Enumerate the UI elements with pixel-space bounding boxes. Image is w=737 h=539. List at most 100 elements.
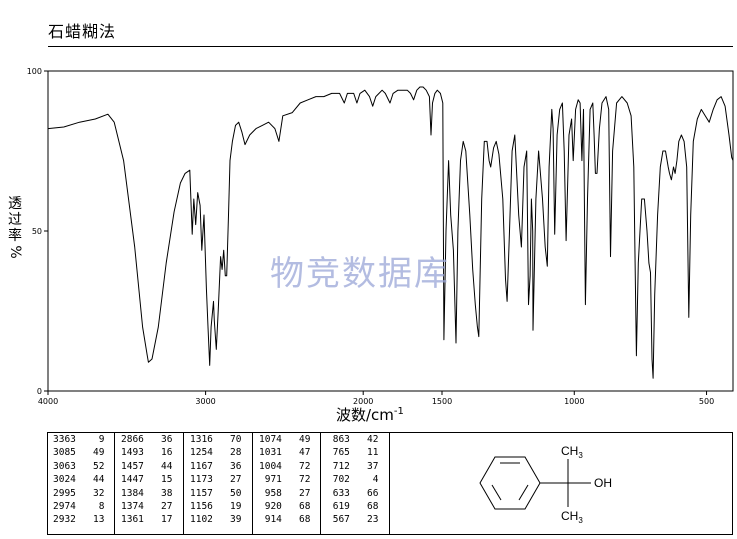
x-tick-label: 3000 bbox=[195, 397, 215, 406]
peak-transmittance: 9 bbox=[75, 434, 105, 445]
methyl-top-label: CH3 bbox=[561, 444, 583, 460]
title-divider bbox=[48, 46, 733, 47]
peak-table-row: 1447 15 bbox=[121, 474, 173, 487]
peak-wavenumber: 1254 bbox=[190, 447, 213, 459]
peak-wavenumber: 863 bbox=[327, 434, 350, 445]
peak-table-row: 3024 44 bbox=[53, 474, 105, 487]
x-tick-label: 500 bbox=[699, 397, 714, 406]
y-axis-label-char: 率 bbox=[8, 228, 22, 244]
y-tick-label: 0 bbox=[37, 387, 42, 396]
peak-table-row: 1316 70 bbox=[190, 434, 242, 447]
y-axis-label-char: % bbox=[7, 245, 23, 259]
peak-table-row: 2866 36 bbox=[121, 434, 173, 447]
peak-wavenumber: 1457 bbox=[121, 460, 144, 472]
x-tick-label: 1000 bbox=[564, 397, 584, 406]
peak-wavenumber: 958 bbox=[259, 487, 282, 499]
peak-transmittance: 8 bbox=[75, 501, 105, 512]
peak-table-row: 1156 19 bbox=[190, 501, 242, 514]
peak-table-row: 1254 28 bbox=[190, 447, 242, 460]
peak-table-row: 1157 50 bbox=[190, 488, 242, 501]
peak-table-column bbox=[47, 432, 115, 535]
peak-transmittance: 15 bbox=[143, 474, 173, 486]
peak-transmittance: 39 bbox=[212, 514, 242, 526]
x-tick-label: 4000 bbox=[38, 397, 58, 406]
peak-transmittance: 16 bbox=[143, 447, 173, 459]
peak-transmittance: 27 bbox=[281, 487, 311, 499]
peak-table-column bbox=[184, 432, 253, 535]
ir-spectrum-chart: 0 50 100 4000 3000 2000 1500 1000 500 bbox=[27, 67, 734, 406]
peak-wavenumber: 3063 bbox=[53, 460, 76, 472]
y-axis-label-char: 过 bbox=[8, 212, 22, 228]
peak-transmittance: 70 bbox=[212, 434, 242, 445]
peak-transmittance: 68 bbox=[281, 501, 311, 512]
peak-wavenumber: 712 bbox=[327, 460, 350, 472]
peak-table-row: 702 4 bbox=[327, 474, 379, 487]
peak-wavenumber: 914 bbox=[259, 514, 282, 526]
peak-wavenumber: 3085 bbox=[53, 447, 76, 459]
peak-table-row: 863 42 bbox=[327, 434, 379, 447]
peak-wavenumber: 2995 bbox=[53, 487, 76, 499]
y-axis-label: 透过率% bbox=[6, 196, 24, 260]
spectrum-line bbox=[47, 86, 734, 379]
peak-wavenumber: 1361 bbox=[121, 514, 144, 526]
peak-table-row: 567 23 bbox=[327, 514, 379, 527]
peak-wavenumber: 1167 bbox=[190, 460, 213, 472]
peak-transmittance: 44 bbox=[143, 460, 173, 472]
peak-table-column bbox=[321, 432, 390, 535]
peak-wavenumber: 3024 bbox=[53, 474, 76, 486]
peak-table bbox=[47, 432, 733, 535]
peak-transmittance: 72 bbox=[281, 474, 311, 486]
peak-table-row: 1457 44 bbox=[121, 461, 173, 474]
peak-wavenumber: 920 bbox=[259, 501, 282, 512]
peak-transmittance: 28 bbox=[212, 447, 242, 459]
peak-wavenumber: 1004 bbox=[259, 460, 282, 472]
peak-wavenumber: 765 bbox=[327, 447, 350, 459]
peak-transmittance: 50 bbox=[212, 487, 242, 499]
peak-wavenumber: 1447 bbox=[121, 474, 144, 486]
peak-wavenumber: 2974 bbox=[53, 501, 76, 512]
peak-wavenumber: 702 bbox=[327, 474, 350, 486]
peak-wavenumber: 2866 bbox=[121, 434, 144, 445]
peak-wavenumber: 1384 bbox=[121, 487, 144, 499]
peak-transmittance: 13 bbox=[75, 514, 105, 526]
peak-table-column bbox=[115, 432, 184, 535]
peak-transmittance: 38 bbox=[143, 487, 173, 499]
peak-transmittance: 19 bbox=[212, 501, 242, 512]
peak-table-row: 1167 36 bbox=[190, 461, 242, 474]
peak-table-row: 3063 52 bbox=[53, 461, 105, 474]
peak-table-row: 1361 17 bbox=[121, 514, 173, 527]
peak-transmittance: 4 bbox=[349, 474, 379, 486]
substituent-bonds bbox=[540, 459, 591, 507]
peak-wavenumber: 1031 bbox=[259, 447, 282, 459]
y-axis-label-char: 透 bbox=[8, 196, 22, 212]
peak-transmittance: 44 bbox=[75, 474, 105, 486]
peak-transmittance: 42 bbox=[349, 434, 379, 445]
peak-wavenumber: 971 bbox=[259, 474, 282, 486]
peak-transmittance: 49 bbox=[281, 434, 311, 445]
peak-wavenumber: 1316 bbox=[190, 434, 213, 445]
peak-wavenumber: 1102 bbox=[190, 514, 213, 526]
peak-wavenumber: 1074 bbox=[259, 434, 282, 445]
peak-wavenumber: 619 bbox=[327, 501, 350, 512]
peak-table-row: 2974 8 bbox=[53, 501, 105, 514]
peak-transmittance: 32 bbox=[75, 487, 105, 499]
peak-wavenumber: 1374 bbox=[121, 501, 144, 512]
peak-transmittance: 72 bbox=[281, 460, 311, 472]
benzene-ring bbox=[479, 456, 541, 510]
methyl-bottom-label: CH3 bbox=[561, 509, 583, 525]
x-axis-label-text: 波数/cm bbox=[336, 406, 394, 424]
peak-transmittance: 36 bbox=[212, 460, 242, 472]
peak-table-row: 2932 13 bbox=[53, 514, 105, 527]
method-title: 石蜡糊法 bbox=[48, 22, 117, 41]
plot-frame bbox=[47, 70, 734, 392]
peak-transmittance: 52 bbox=[75, 460, 105, 472]
peak-wavenumber: 1173 bbox=[190, 474, 213, 486]
peak-table-row: 712 37 bbox=[327, 461, 379, 474]
peak-wavenumber: 3363 bbox=[53, 434, 76, 445]
y-tick-label: 100 bbox=[27, 67, 42, 76]
peak-transmittance: 47 bbox=[281, 447, 311, 459]
peak-table-row: 1384 38 bbox=[121, 488, 173, 501]
peak-transmittance: 68 bbox=[281, 514, 311, 526]
peak-transmittance: 36 bbox=[143, 434, 173, 445]
peak-table-row: 3085 49 bbox=[53, 447, 105, 460]
